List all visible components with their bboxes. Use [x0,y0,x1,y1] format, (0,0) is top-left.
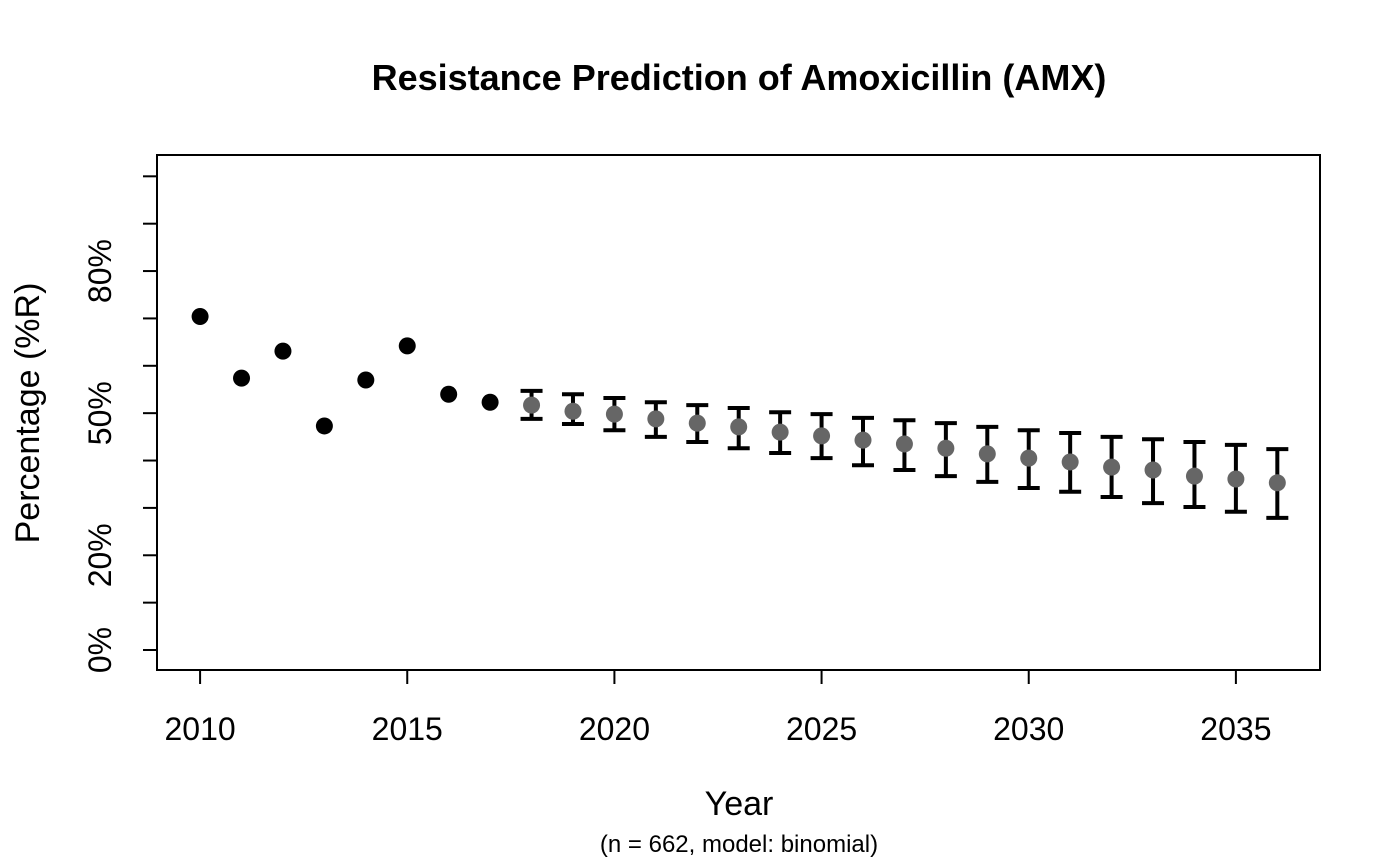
observed-point [398,337,416,355]
y-tick-label: 80% [82,239,118,303]
predicted-point [688,414,706,432]
observed-point [315,417,333,435]
predicted-point [1103,458,1121,476]
observed-point [481,393,499,411]
y-tick-label: 20% [82,523,118,587]
observed-point [357,371,375,389]
predicted-point [1144,461,1162,479]
predicted-point [813,427,831,445]
observed-point [233,369,251,387]
predicted-point [771,423,789,441]
y-tick-label: 0% [82,627,118,673]
predicted-point [895,435,913,453]
predicted-point [854,431,872,449]
x-axis-subtitle: (n = 662, model: binomial) [600,831,878,858]
x-axis-label: Year [705,785,774,823]
x-axis: 2010 2015 2020 2025 2030 2035 [164,670,1271,747]
observed-point [191,308,209,326]
x-tick-label: 2035 [1200,711,1271,747]
predicted-point [564,402,582,420]
y-axis: 0% 20% 50% 80% [82,175,157,673]
predicted-point [1020,449,1038,467]
x-tick-label: 2025 [786,711,857,747]
x-tick-label: 2010 [164,711,235,747]
y-tick-label: 50% [82,381,118,445]
data-series-layer [191,308,1289,520]
predicted-point [937,439,955,457]
x-tick-label: 2020 [579,711,650,747]
observed-point [440,385,458,403]
predicted-point [730,418,748,436]
predicted-point [978,445,996,463]
predicted-point [1268,474,1286,492]
y-axis-label: Percentage (%R) [9,283,47,544]
predicted-point [1061,453,1079,471]
predicted-point [647,410,665,428]
predicted-point [605,405,623,423]
observed-point [274,342,292,360]
chart-title: Resistance Prediction of Amoxicillin (AM… [372,57,1107,98]
x-tick-label: 2030 [993,711,1064,747]
predicted-point [523,396,541,414]
x-tick-label: 2015 [372,711,443,747]
predicted-point [1185,467,1203,485]
predicted-point [1227,470,1245,488]
